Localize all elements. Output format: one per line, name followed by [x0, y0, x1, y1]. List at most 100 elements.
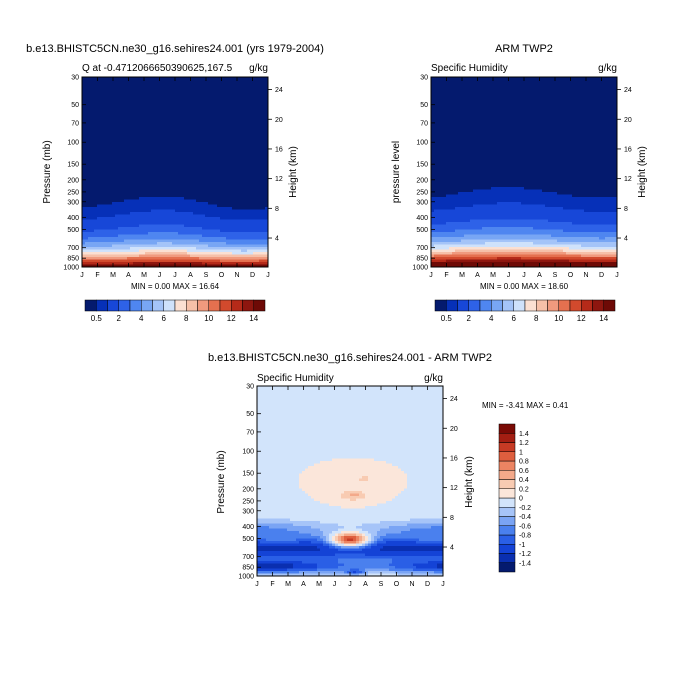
contour-cell	[94, 257, 98, 261]
contour-cell	[85, 97, 89, 101]
contour-cell	[127, 129, 131, 133]
contour-cell	[109, 249, 113, 253]
contour-cell	[235, 174, 239, 178]
contour-cell	[118, 209, 122, 213]
contour-cell	[223, 82, 227, 86]
contour-cell	[223, 152, 227, 156]
contour-cell	[106, 97, 110, 101]
contour-cell	[244, 207, 248, 211]
x-tick-label: O	[219, 272, 225, 279]
contour-cell	[157, 244, 161, 248]
contour-cell	[178, 239, 182, 243]
contour-cell	[190, 202, 194, 206]
contour-cell	[193, 204, 197, 208]
contour-cell	[118, 159, 122, 163]
contour-cell	[175, 212, 179, 216]
contour-cell	[259, 147, 263, 151]
contour-cell	[262, 77, 266, 81]
contour-cell	[157, 107, 161, 111]
contour-cell	[136, 207, 140, 211]
contour-cell	[202, 117, 206, 121]
contour-cell	[193, 164, 197, 168]
contour-cell	[214, 227, 218, 231]
contour-cell	[250, 234, 254, 238]
contour-cell	[103, 107, 107, 111]
contour-cell	[259, 164, 263, 168]
contour-cell	[238, 214, 242, 218]
contour-cell	[148, 114, 152, 118]
contour-cell	[142, 129, 146, 133]
contour-cell	[157, 204, 161, 208]
contour-cell	[106, 217, 110, 221]
contour-cell	[142, 224, 146, 228]
contour-cell	[103, 184, 107, 188]
contour-cell	[244, 199, 248, 203]
contour-cell	[247, 162, 251, 166]
contour-cell	[127, 152, 131, 156]
contour-cell	[229, 199, 233, 203]
contour-cell	[247, 199, 251, 203]
contour-cell	[250, 237, 254, 241]
contour-cell	[244, 114, 248, 118]
contour-cell	[262, 107, 266, 111]
contour-cell	[139, 87, 143, 91]
contour-cell	[211, 129, 215, 133]
contour-cell	[91, 102, 95, 106]
contour-cell	[109, 157, 113, 161]
contour-cell	[100, 94, 104, 98]
contour-cell	[250, 157, 254, 161]
contour-cell	[220, 79, 224, 83]
contour-cell	[247, 137, 251, 141]
contour-cell	[196, 232, 200, 236]
contour-cell	[163, 112, 167, 116]
contour-cell	[103, 134, 107, 138]
contour-cell	[196, 102, 200, 106]
contour-cell	[127, 244, 131, 248]
contour-cell	[97, 199, 101, 203]
contour-cell	[259, 144, 263, 148]
contour-cell	[208, 169, 212, 173]
contour-cell	[124, 184, 128, 188]
colorbar-swatch	[186, 299, 198, 312]
x-tick-label: J	[158, 272, 162, 279]
contour-cell	[130, 207, 134, 211]
contour-cell	[112, 107, 116, 111]
contour-cell	[151, 247, 155, 251]
contour-cell	[229, 177, 233, 181]
contour-cell	[154, 184, 158, 188]
contour-cell	[217, 204, 221, 208]
contour-cell	[250, 199, 254, 203]
contour-cell	[124, 129, 128, 133]
contour-cell	[103, 102, 107, 106]
contour-cell	[178, 152, 182, 156]
contour-cell	[172, 99, 176, 103]
contour-cell	[220, 152, 224, 156]
contour-cell	[256, 239, 260, 243]
contour-cell	[130, 132, 134, 136]
contour-cell	[253, 182, 257, 186]
contour-cell	[232, 229, 236, 233]
contour-cell	[169, 154, 173, 158]
contour-cell	[157, 87, 161, 91]
contour-cell	[133, 237, 137, 241]
contour-cell	[124, 189, 128, 193]
contour-cell	[220, 99, 224, 103]
contour-cell	[223, 197, 227, 201]
contour-cell	[118, 129, 122, 133]
contour-cell	[151, 232, 155, 236]
contour-cell	[217, 87, 221, 91]
contour-cell	[142, 214, 146, 218]
contour-cell	[214, 189, 218, 193]
contour-cell	[121, 139, 125, 143]
contour-cell	[244, 237, 248, 241]
contour-cell	[97, 77, 101, 81]
contour-cell	[256, 254, 260, 258]
contour-cell	[238, 229, 242, 233]
contour-cell	[208, 242, 212, 246]
contour-cell	[109, 182, 113, 186]
contour-cell	[193, 172, 197, 176]
contour-cell	[199, 129, 203, 133]
contour-cell	[190, 237, 194, 241]
contour-cell	[262, 82, 266, 86]
contour-cell	[247, 239, 251, 243]
